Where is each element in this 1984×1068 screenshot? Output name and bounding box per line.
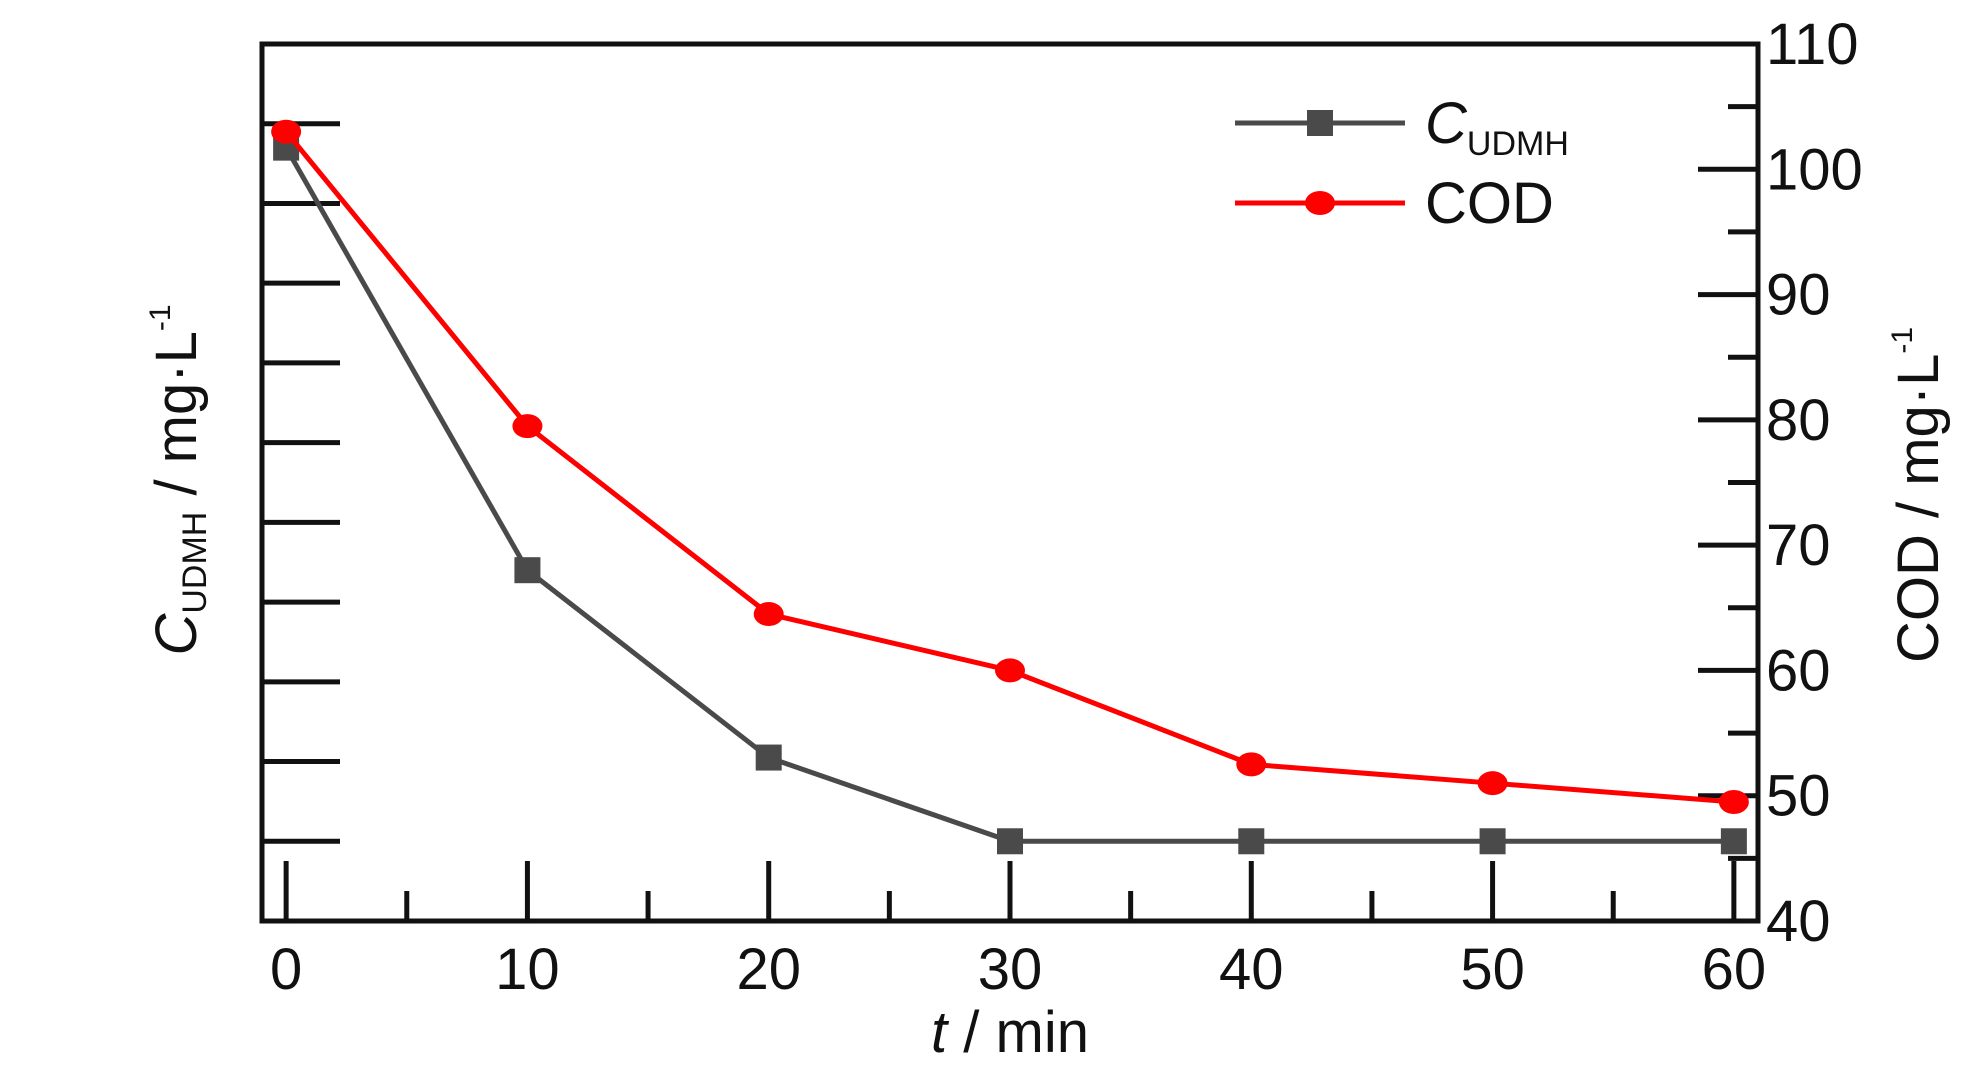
data-point-square — [1479, 828, 1506, 855]
y-right-tick-label: 70 — [1766, 513, 1831, 578]
series-line — [283, 146, 1734, 844]
data-point-circle — [271, 119, 302, 144]
x-tick-label: 30 — [978, 937, 1043, 1002]
y-right-tick-label: 40 — [1766, 889, 1831, 954]
legend: CUDMH COD — [1235, 91, 1569, 236]
y-right-tick-label: 50 — [1766, 764, 1831, 829]
x-tick-label: 10 — [495, 937, 560, 1002]
data-point-square — [1238, 828, 1265, 855]
data-point-circle — [1236, 752, 1267, 777]
x-tick-label: 50 — [1460, 937, 1525, 1002]
data-point-circle — [512, 414, 543, 439]
x-tick-label: 20 — [736, 937, 801, 1002]
y-right-tick-label: 90 — [1766, 263, 1831, 328]
x-axis-title: t / min — [931, 1000, 1089, 1063]
y-right-tick-label: 110 — [1766, 12, 1858, 77]
data-point-circle — [995, 658, 1025, 683]
data-point-circle — [753, 602, 784, 627]
x-tick-label: 0 — [270, 937, 302, 1002]
data-point-square — [997, 828, 1023, 855]
legend-label: CUDMH — [1425, 91, 1569, 163]
data-point-square — [1720, 828, 1747, 855]
y-right-tick-label: 80 — [1766, 388, 1831, 453]
series-layer — [271, 119, 1749, 855]
x-tick-label: 40 — [1219, 937, 1284, 1002]
data-point-circle — [1305, 191, 1335, 215]
data-point-square — [755, 744, 782, 771]
y-right-tick-label: 100 — [1766, 137, 1863, 202]
data-point-circle — [1718, 789, 1749, 814]
data-point-square — [514, 557, 541, 584]
y-right-tick-label: 60 — [1766, 638, 1831, 703]
data-point-square — [1307, 110, 1333, 136]
y-right-axis-title: COD / mg·L-1 — [1886, 327, 1951, 663]
data-point-circle — [1477, 771, 1508, 796]
y-left-axis-title: CUDMH / mg·L-1 — [144, 304, 214, 655]
legend-label: COD — [1425, 171, 1554, 236]
x-tick-label: 60 — [1702, 937, 1767, 1002]
